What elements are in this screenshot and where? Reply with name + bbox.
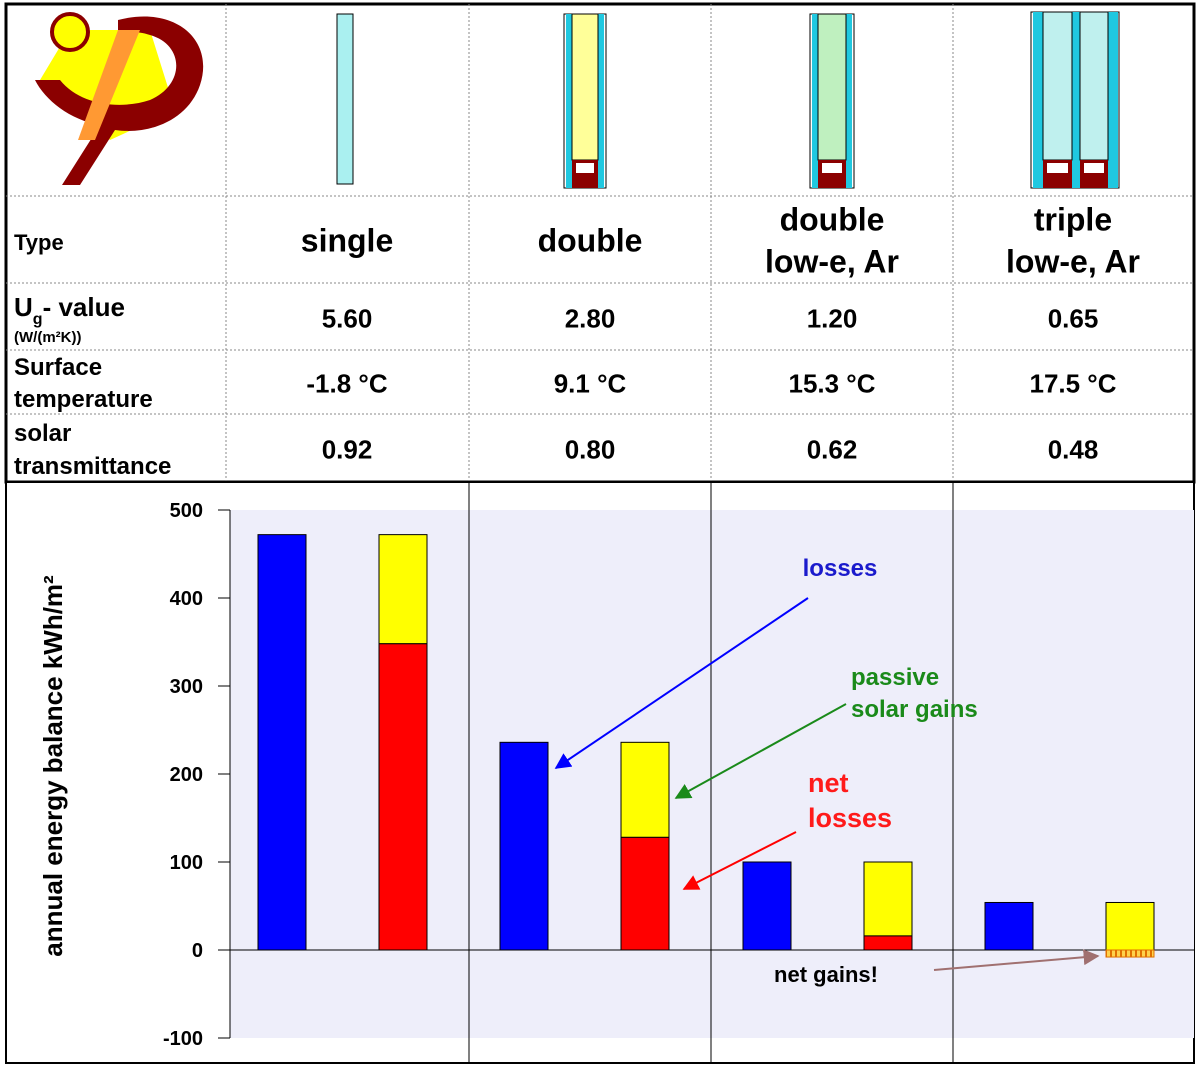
- row-label-type: Type: [14, 230, 64, 255]
- arrow-net-losses: [682, 831, 797, 890]
- table-cell-line: 2.80: [565, 303, 616, 333]
- bar-net-losses-1: [620, 836, 670, 951]
- table-cell-r2-c3: 17.5 °C: [1029, 368, 1116, 398]
- table-cell-r3-c1: 0.80: [565, 434, 616, 464]
- table-cell-r0-c2: double low-e, Ar: [765, 202, 899, 280]
- row-label-ug-unit: (W/(m²K)): [14, 329, 81, 346]
- table-cell-line: 0.80: [565, 434, 616, 464]
- table-cell-line: 0.92: [322, 434, 373, 464]
- table-cells: single double double low-e, Ar triple low-e, …: [301, 202, 1140, 465]
- plot-area: [230, 510, 1194, 1038]
- table-cell-r2-c2: 15.3 °C: [788, 368, 875, 398]
- annotation-losses: losses: [803, 555, 878, 582]
- row-label-line: Surface: [14, 354, 102, 381]
- table-cell-line: -1.8 °C: [306, 368, 387, 398]
- y-tick-label: 0: [192, 940, 203, 962]
- table-cell-line: 1.20: [807, 303, 858, 333]
- table-cell-line: 0.48: [1048, 434, 1099, 464]
- bars: [257, 534, 1155, 958]
- table-cell-line: low-e, Ar: [765, 244, 899, 280]
- annotation-net-line1: net: [808, 768, 849, 798]
- row-label-line: transmittance: [14, 453, 171, 480]
- row-label-solar-transmittance: solar transmittance: [14, 420, 171, 480]
- annotation-passive-line1: passive: [851, 664, 939, 691]
- y-tick-label: 500: [170, 500, 203, 522]
- table-cell-r3-c0: 0.92: [322, 434, 373, 464]
- table-cell-r2-c1: 9.1 °C: [554, 368, 627, 398]
- table-cell-line: 5.60: [322, 303, 373, 333]
- logo-sun-symbol: [35, 12, 204, 185]
- table-cell-line: 0.62: [807, 434, 858, 464]
- arrow-losses: [554, 597, 809, 769]
- row-label-ug-sub: g: [33, 311, 43, 328]
- row-label-ug-main: U: [14, 292, 33, 322]
- table-cell-r0-c0: single: [301, 223, 393, 259]
- y-tick-label: 300: [170, 676, 203, 698]
- annotation-passive-line2: solar gains: [851, 696, 978, 723]
- bar-net-gains-3: [1105, 949, 1155, 958]
- bar-net-losses-0: [378, 643, 428, 951]
- table-cell-r1-c3: 0.65: [1048, 303, 1099, 333]
- table-cell-r1-c2: 1.20: [807, 303, 858, 333]
- table-cell-r1-c0: 5.60: [322, 303, 373, 333]
- table-cell-line: double: [538, 223, 643, 259]
- row-label-ug-rest: - value: [43, 292, 125, 322]
- bar-passive-gains-0: [378, 534, 428, 645]
- y-tick-label: 400: [170, 588, 203, 610]
- triple-low-e-glazing-icon: [1030, 11, 1120, 189]
- y-axis-label: annual energy balance kWh/m²: [38, 575, 68, 957]
- bar-losses-0: [257, 534, 307, 951]
- single-glazing-icon: [336, 13, 354, 185]
- table-cell-r0-c1: double: [538, 223, 643, 259]
- arrow-passive-gains: [674, 703, 847, 799]
- double-glazing-icon: [563, 13, 607, 189]
- bar-losses-3: [984, 901, 1034, 951]
- row-label-ug: Ug- value: [14, 292, 125, 328]
- table-cell-line: 17.5 °C: [1029, 368, 1116, 398]
- row-label-line: temperature: [14, 386, 153, 413]
- table-cell-line: 9.1 °C: [554, 368, 627, 398]
- annotation-net-line2: losses: [808, 803, 892, 833]
- table-cell-line: 15.3 °C: [788, 368, 875, 398]
- y-tick-label: 200: [170, 764, 203, 786]
- bar-losses-2: [742, 861, 792, 951]
- table-cell-line: single: [301, 223, 393, 259]
- annotation-net-gains: net gains!: [774, 962, 878, 987]
- arrow-net-gains: [933, 949, 1100, 971]
- bar-passive-gains-2: [863, 861, 913, 937]
- y-tick-label: -100: [163, 1028, 203, 1050]
- bar-passive-gains-3: [1105, 901, 1155, 951]
- bar-net-losses-2: [863, 935, 913, 951]
- table-cell-r1-c1: 2.80: [565, 303, 616, 333]
- table-cell-r3-c3: 0.48: [1048, 434, 1099, 464]
- table-cell-r2-c0: -1.8 °C: [306, 368, 387, 398]
- column-dividers: [468, 482, 954, 1063]
- row-label-line: solar: [14, 420, 71, 447]
- table-cell-line: 0.65: [1048, 303, 1099, 333]
- bar-losses-1: [499, 741, 549, 951]
- table-cell-line: double: [780, 202, 885, 238]
- row-label-surface-temperature: Surface temperature: [14, 354, 153, 413]
- y-tick-label: 100: [170, 852, 203, 874]
- double-low-e-glazing-icon: [809, 13, 855, 189]
- table-cell-line: low-e, Ar: [1006, 244, 1140, 280]
- table-cell-line: triple: [1034, 202, 1112, 238]
- table-cell-r3-c2: 0.62: [807, 434, 858, 464]
- bar-passive-gains-1: [620, 741, 670, 838]
- table-cell-r0-c3: triple low-e, Ar: [1006, 202, 1140, 280]
